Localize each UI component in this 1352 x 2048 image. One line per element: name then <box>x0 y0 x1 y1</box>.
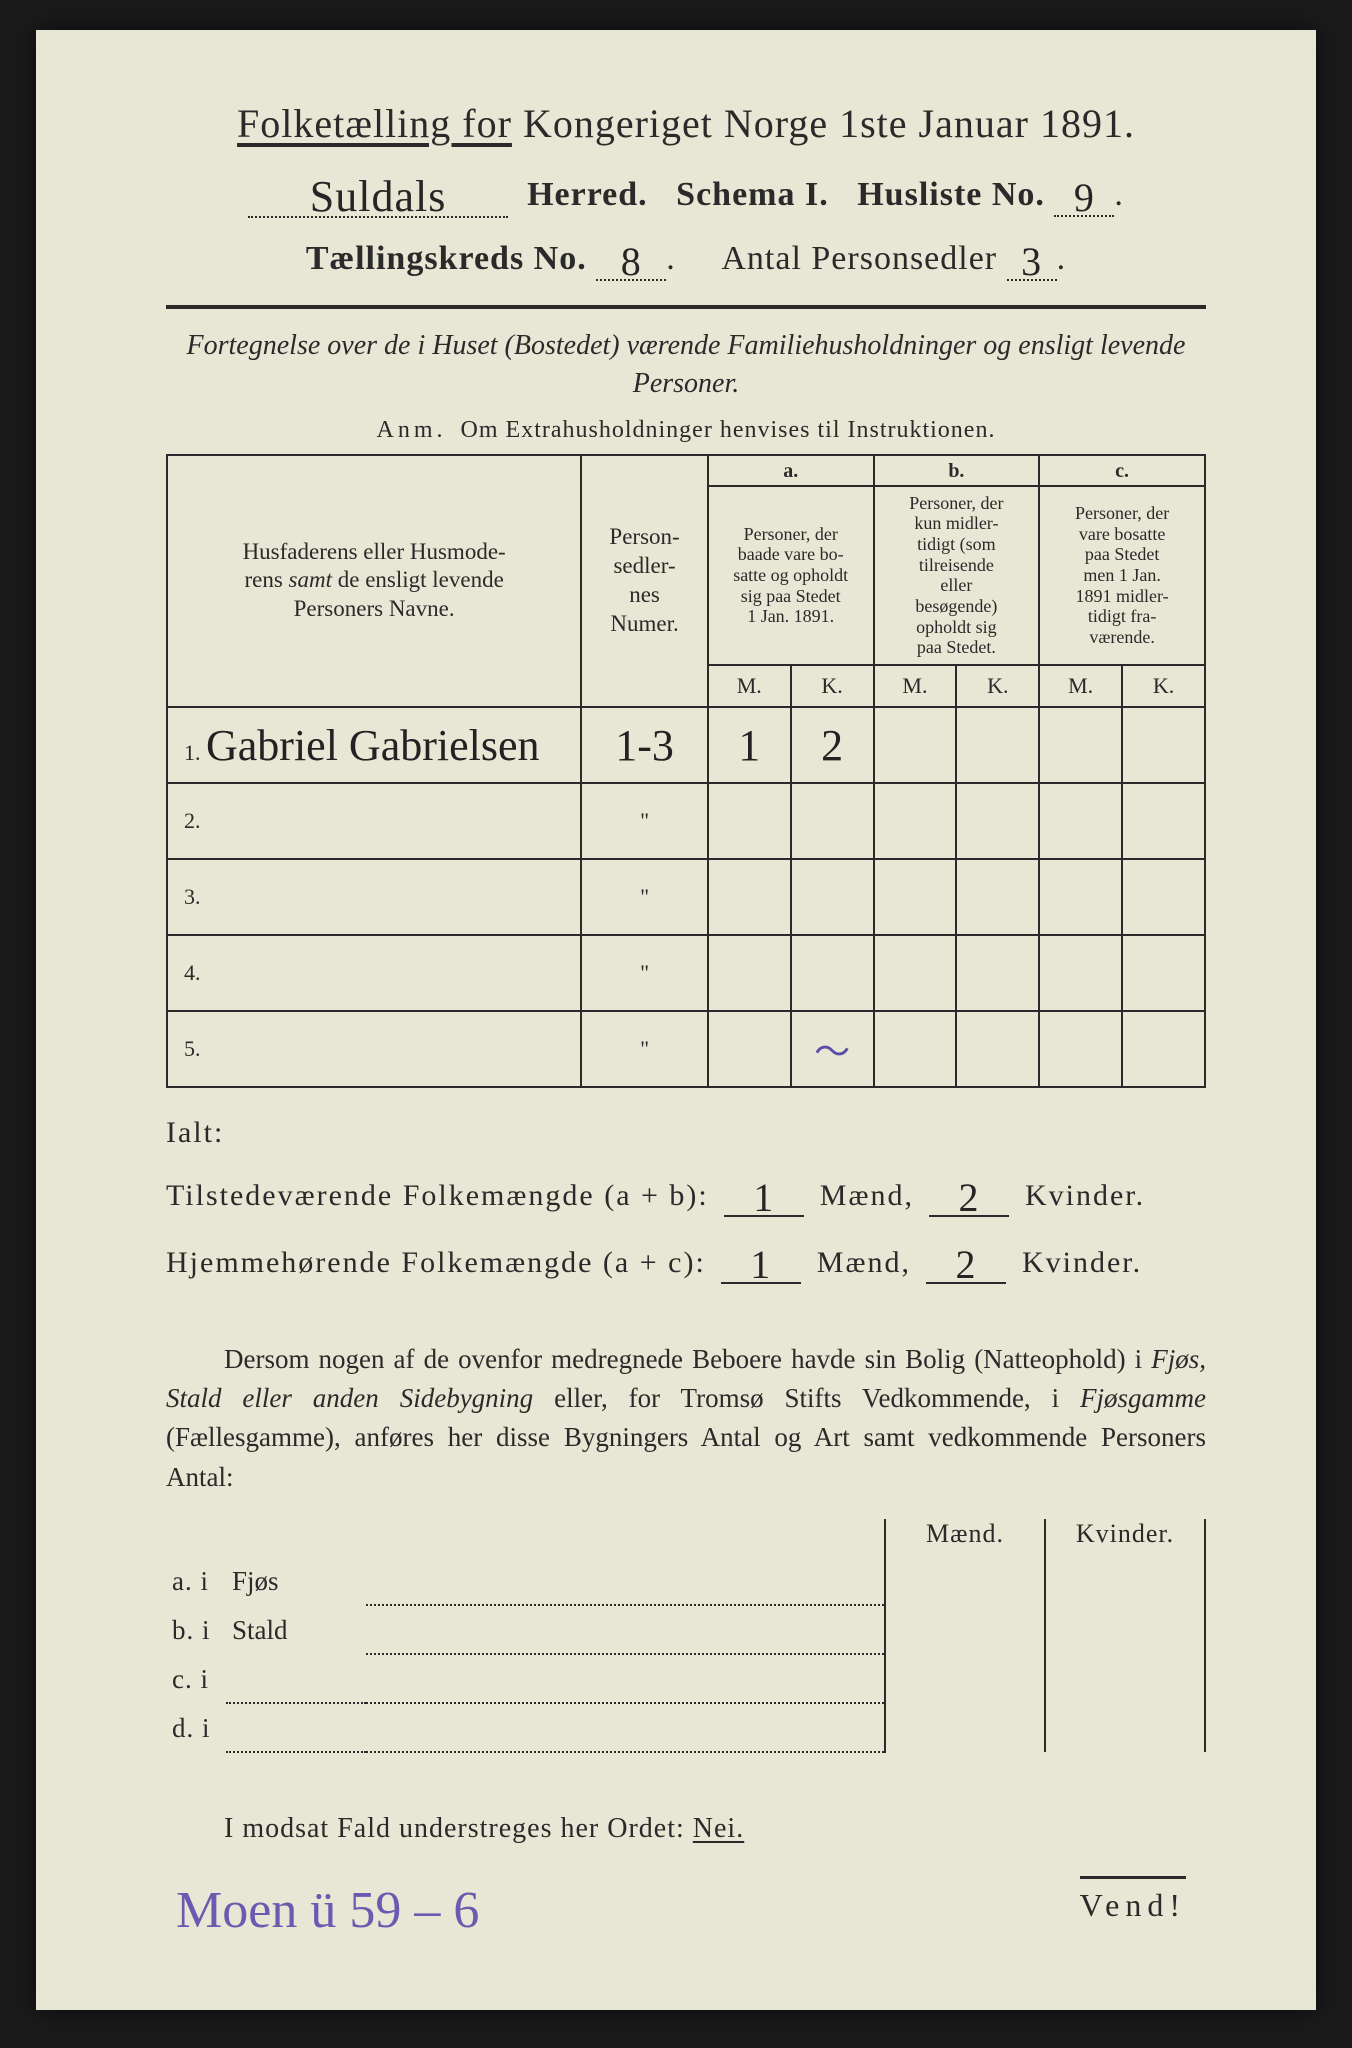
census-table: Husfaderens eller Husmode-rens samt de e… <box>166 454 1206 1089</box>
antal-label: Antal Personsedler <box>721 240 997 277</box>
col-c-text: Personer, dervare bosattepaa Stedetmen 1… <box>1039 486 1205 666</box>
row-a-m: 1 <box>738 721 760 770</box>
row-num: 4. <box>184 960 201 985</box>
row-c-k <box>1122 707 1205 783</box>
table-row: 5. " ～ <box>167 1011 1205 1087</box>
sub-row-lab: b. i <box>166 1605 226 1654</box>
ialt-label: Ialt: <box>166 1116 296 1150</box>
sum1-m-label: Mænd, <box>820 1179 914 1212</box>
col-num-header: Person-sedler-nesNumer. <box>581 455 708 708</box>
husliste-value: 9 <box>1074 174 1095 221</box>
row-a-k: 2 <box>821 721 843 770</box>
col-c-m: M. <box>1039 665 1122 707</box>
divider <box>166 305 1206 309</box>
anm-prefix: Anm. <box>377 417 447 443</box>
husliste-label: Husliste No. <box>857 176 1045 213</box>
modsat-text: I modsat Fald understreges her Ordet: <box>224 1813 685 1844</box>
sum-hjemme: Hjemmehørende Folkemængde (a + c): 1 Mæn… <box>166 1235 1206 1284</box>
row-personsedler: " <box>581 859 708 935</box>
row-num: 2. <box>184 808 201 833</box>
col-c-letter: c. <box>1039 455 1205 486</box>
col-b-k: K. <box>956 665 1039 707</box>
row-personsedler: " <box>581 935 708 1011</box>
subtitle: Fortegnelse over de i Huset (Bostedet) v… <box>186 327 1186 403</box>
bottom-handwriting: Moen ü 59 – 6 <box>176 1881 479 1940</box>
kreds-label: Tællingskreds No. <box>306 240 587 277</box>
table-row: 2. " <box>167 783 1205 859</box>
sub-row-lab: a. i <box>166 1557 226 1605</box>
col-a-text: Personer, derbaade vare bo-satte og opho… <box>708 486 874 666</box>
sub-row-lab: d. i <box>166 1703 226 1752</box>
herred-value: Suldals <box>310 171 447 222</box>
sub-row: c. i <box>166 1654 1205 1703</box>
sub-table: Mænd. Kvinder. a. i Fjøs b. i Stald c. i… <box>166 1519 1206 1753</box>
sum1-m: 1 <box>753 1174 775 1221</box>
col-b-letter: b. <box>874 455 1040 486</box>
herred-label: Herred. <box>527 176 648 213</box>
sum1-label: Tilstedeværende Folkemængde (a + b): <box>166 1179 709 1212</box>
sum2-m: 1 <box>750 1241 772 1288</box>
sub-maend-hdr: Mænd. <box>885 1519 1045 1557</box>
row-b-m <box>874 707 957 783</box>
title-rest: Kongeriget Norge 1ste Januar 1891. <box>512 101 1135 146</box>
schema-label: Schema I. <box>676 176 829 213</box>
row-name: Gabriel Gabrielsen <box>206 721 540 770</box>
header-line-3: Tællingskreds No. 8. Antal Personsedler … <box>166 232 1206 281</box>
col-b-m: M. <box>874 665 957 707</box>
title-underlined: Folketælling for <box>237 101 512 146</box>
sub-row-lab: c. i <box>166 1654 226 1703</box>
sub-row: a. i Fjøs <box>166 1557 1205 1605</box>
col-a-letter: a. <box>708 455 874 486</box>
row-personsedler: " <box>581 783 708 859</box>
col-name-header: Husfaderens eller Husmode-rens samt de e… <box>167 455 581 708</box>
census-form-page: Folketælling for Kongeriget Norge 1ste J… <box>36 30 1316 2010</box>
col-a-k: K. <box>791 665 874 707</box>
sum1-k: 2 <box>958 1174 980 1221</box>
col-c-k: K. <box>1122 665 1205 707</box>
vend-label: Vend! <box>1080 1876 1186 1924</box>
sub-kvinder-hdr: Kvinder. <box>1045 1519 1205 1557</box>
sum2-k-label: Kvinder. <box>1022 1246 1142 1279</box>
antal-value: 3 <box>1021 238 1042 285</box>
squiggle-mark: ～ <box>814 1032 850 1072</box>
row-num: 3. <box>184 884 201 909</box>
sub-row-word: Fjøs <box>226 1557 366 1605</box>
anm-line: Anm. Om Extrahusholdninger henvises til … <box>166 417 1206 444</box>
sum2-k: 2 <box>955 1241 977 1288</box>
col-a-m: M. <box>708 665 791 707</box>
row-c-m <box>1039 707 1122 783</box>
table-row: 1. Gabriel Gabrielsen 1-3 1 2 <box>167 707 1205 783</box>
row-personsedler: " <box>581 1011 708 1087</box>
nei-word: Nei. <box>693 1813 744 1844</box>
page-title: Folketælling for Kongeriget Norge 1ste J… <box>166 100 1206 147</box>
anm-text: Om Extrahusholdninger henvises til Instr… <box>461 417 996 443</box>
sub-row: d. i <box>166 1703 1205 1752</box>
kreds-value: 8 <box>621 238 642 285</box>
row-personsedler: 1-3 <box>615 721 674 770</box>
modsat-line: I modsat Fald understreges her Ordet: Ne… <box>166 1813 1206 1845</box>
paragraph: Dersom nogen af de ovenfor medregnede Be… <box>166 1340 1206 1497</box>
sum1-k-label: Kvinder. <box>1025 1179 1145 1212</box>
row-num: 1. <box>184 740 201 765</box>
sub-row: b. i Stald <box>166 1605 1205 1654</box>
col-b-text: Personer, derkun midler-tidigt (somtilre… <box>874 486 1040 666</box>
ialt-block: Ialt: <box>166 1116 1206 1150</box>
sub-row-word: Stald <box>226 1605 366 1654</box>
row-num: 5. <box>184 1036 201 1061</box>
sum2-label: Hjemmehørende Folkemængde (a + c): <box>166 1246 706 1279</box>
table-row: 4. " <box>167 935 1205 1011</box>
header-line-2: Suldals Herred. Schema I. Husliste No. 9… <box>166 165 1206 218</box>
table-row: 3. " <box>167 859 1205 935</box>
sum-tilstede: Tilstedeværende Folkemængde (a + b): 1 M… <box>166 1168 1206 1217</box>
row-b-k <box>956 707 1039 783</box>
sum2-m-label: Mænd, <box>817 1246 911 1279</box>
